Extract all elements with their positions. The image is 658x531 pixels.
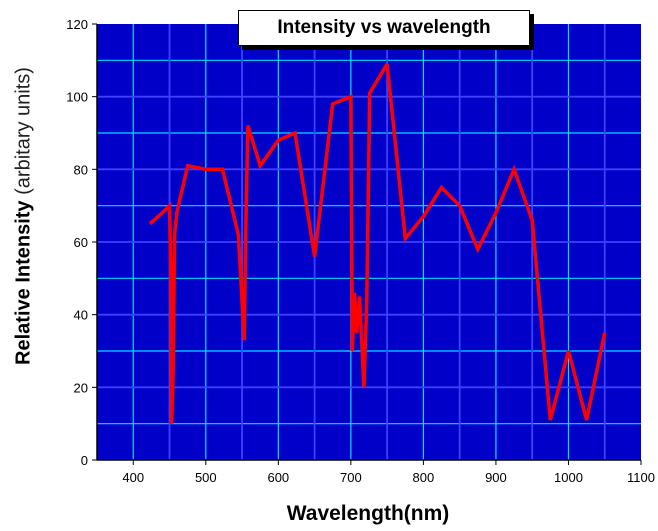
x-tick-label: 1000 [554, 470, 583, 485]
y-tick-label: 100 [66, 90, 88, 105]
axis-ticks: 400 500 600 700 800 900 1000 1100 0 20 40 60 80 100 12… [66, 17, 655, 485]
x-tick-label: 600 [267, 470, 289, 485]
chart-title: Intensity vs wavelength [238, 10, 530, 46]
y-tick-label: 0 [81, 453, 88, 468]
x-tick-label: 1100 [627, 470, 655, 485]
x-axis-label: Wavelength(nm) [286, 502, 450, 525]
x-tick-label: 800 [413, 470, 435, 485]
x-tick-label: 700 [340, 470, 362, 485]
y-axis-label-unit: (arbitary units) [12, 67, 35, 195]
y-tick-label: 40 [74, 308, 88, 323]
data-series [148, 63, 607, 424]
y-tick-label: 60 [74, 235, 88, 250]
y-tick-label: 80 [74, 162, 88, 177]
y-axis-label-main: Relative Intensity [12, 200, 35, 365]
x-tick-label: 900 [485, 470, 507, 485]
y-tick-label: 20 [74, 380, 88, 395]
x-tick-label: 400 [122, 470, 144, 485]
y-tick-label: 120 [66, 17, 88, 32]
x-tick-label: 500 [195, 470, 217, 485]
